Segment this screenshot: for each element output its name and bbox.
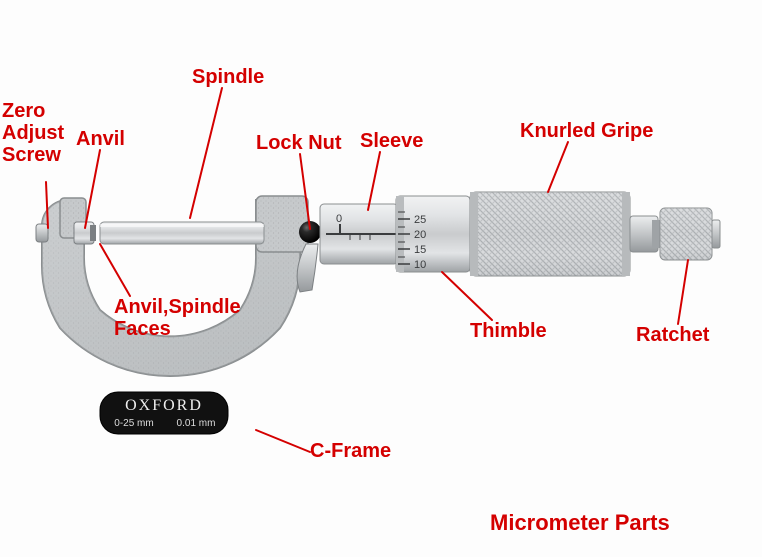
- leader-lines: [0, 0, 762, 557]
- label-knurled-gripe: Knurled Gripe: [520, 120, 653, 142]
- label-spindle: Spindle: [192, 66, 264, 88]
- label-anvil: Anvil: [76, 128, 125, 150]
- label-anvil-spindle-faces: Anvil,Spindle Faces: [114, 296, 241, 340]
- label-c-frame: C-Frame: [310, 440, 391, 462]
- diagram-stage: 0 10 15 20 25: [0, 0, 762, 557]
- label-lock-nut: Lock Nut: [256, 132, 342, 154]
- diagram-title: Micrometer Parts: [490, 510, 670, 536]
- label-sleeve: Sleeve: [360, 130, 423, 152]
- label-zero-adjust-screw: Zero Adjust Screw: [2, 100, 64, 166]
- label-ratchet: Ratchet: [636, 324, 709, 346]
- label-thimble: Thimble: [470, 320, 547, 342]
